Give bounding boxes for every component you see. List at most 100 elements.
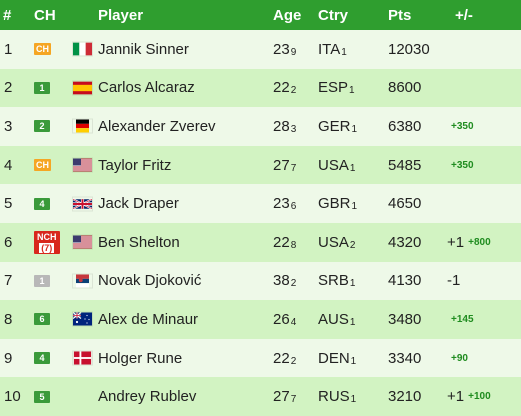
rank: 8 [4, 310, 13, 328]
points: 3480 [388, 310, 422, 328]
header-ctry[interactable]: Ctry [318, 6, 349, 24]
ch-cell: 5 [34, 377, 50, 416]
italy-flag-icon [73, 43, 92, 56]
country: ITA 1 [318, 30, 347, 69]
age: 26 4 [273, 300, 296, 339]
table-row[interactable]: 9 4 Holger Rune 22 2 DEN 1 3340 +90 [0, 338, 521, 378]
points: 6380 [388, 117, 422, 135]
country: USA 1 [318, 146, 355, 185]
rank: 9 [4, 349, 13, 367]
ch-badge-number: (7) [39, 242, 55, 253]
points-delta: +100 [468, 391, 491, 403]
table-body: 1 CH Jannik Sinner 23 9 ITA 1 12030 2 1 Ca… [0, 30, 521, 416]
spain-flag-icon [73, 81, 92, 94]
country: AUS 1 [318, 300, 355, 339]
player-name[interactable]: Andrey Rublev [98, 388, 197, 406]
country: ESP 1 [318, 69, 355, 108]
table-row[interactable]: 2 1 Carlos Alcaraz 22 2 ESP 1 8600 [0, 68, 521, 108]
ch-cell: 4 [34, 184, 50, 223]
serbia-flag-icon [73, 274, 92, 287]
country-rank: 1 [349, 278, 356, 290]
table-row[interactable]: 8 6 Alex de Minaur 26 4 AUS 1 3480 +145 [0, 300, 521, 339]
table-row[interactable]: 7 1 Novak Djoković 38 2 SRB 1 4130 -1 [0, 261, 521, 301]
player-name[interactable]: Novak Djoković [98, 272, 202, 290]
rank-move: -1 [447, 272, 461, 290]
rank: 2 [4, 79, 13, 97]
plus-minus: +350 [447, 146, 474, 185]
age-main: 38 [273, 272, 290, 290]
table-row[interactable]: 1 CH Jannik Sinner 23 9 ITA 1 12030 [0, 30, 521, 69]
player-name[interactable]: Alex de Minaur [98, 310, 199, 328]
plus-minus: +350 [447, 107, 474, 146]
table-row[interactable]: 5 4 Jack Draper 23 6 GBR 1 4650 [0, 184, 521, 223]
age-decimal: 9 [290, 46, 297, 58]
header-plus-minus[interactable]: +/- [455, 6, 473, 24]
age-decimal: 2 [290, 85, 297, 97]
age-decimal: 4 [290, 316, 297, 328]
table-row[interactable]: 10 5 Andrey Rublev 27 7 RUS 1 3210 +1 +100 [0, 377, 521, 416]
player-name[interactable]: Holger Rune [98, 349, 183, 367]
country-rank: 1 [349, 316, 356, 328]
points: 3340 [388, 349, 422, 367]
points: 5485 [388, 156, 422, 174]
rank: 6 [4, 233, 13, 251]
country: USA 2 [318, 223, 355, 262]
ch-badge: 6 [34, 313, 50, 326]
age: 27 7 [273, 146, 296, 185]
rank: 4 [4, 156, 13, 174]
player-name[interactable]: Alexander Zverev [98, 117, 216, 135]
player-name[interactable]: Jack Draper [98, 195, 179, 213]
player-name[interactable]: Jannik Sinner [98, 40, 189, 58]
country-code: USA [318, 233, 349, 251]
rank-move: +1 [447, 233, 465, 251]
uk-flag-icon [73, 197, 92, 210]
rank: 5 [4, 195, 13, 213]
header-age[interactable]: Age [273, 6, 302, 24]
points: 4320 [388, 233, 422, 251]
age-main: 22 [273, 233, 290, 251]
age: 23 9 [273, 30, 296, 69]
points-delta: +350 [451, 120, 474, 132]
rank-move: +1 [447, 388, 465, 406]
points: 4650 [388, 195, 422, 213]
plus-minus: -1 [447, 262, 464, 301]
age-main: 22 [273, 79, 290, 97]
age: 23 6 [273, 184, 296, 223]
country-code: RUS [318, 388, 350, 406]
ch-cell: 1 [34, 69, 50, 108]
header-pts[interactable]: Pts [388, 6, 412, 24]
header-player[interactable]: Player [98, 6, 144, 24]
age-decimal: 6 [290, 201, 297, 213]
header-ch[interactable]: CH [34, 6, 56, 24]
country: GBR 1 [318, 184, 357, 223]
player-name[interactable]: Carlos Alcaraz [98, 79, 195, 97]
ch-badge: 1 [34, 81, 50, 94]
plus-minus: +1 +800 [447, 223, 491, 262]
country-rank: 2 [349, 239, 356, 251]
header-rank[interactable]: # [3, 6, 12, 24]
rank: 3 [4, 117, 13, 135]
points-delta: +800 [468, 236, 491, 248]
age-decimal: 2 [290, 355, 297, 367]
plus-minus [447, 30, 451, 69]
ch-badge: CH [34, 43, 51, 56]
ch-cell: 1 [34, 262, 50, 301]
ch-cell: CH [34, 30, 51, 69]
player-name[interactable]: Taylor Fritz [98, 156, 172, 174]
table-row[interactable]: 4 CH Taylor Fritz 27 7 USA 1 5485 +350 [0, 145, 521, 185]
country-rank: 1 [351, 201, 358, 213]
plus-minus [447, 184, 451, 223]
player-name[interactable]: Ben Shelton [98, 233, 180, 251]
ch-cell: 2 [34, 107, 50, 146]
points-delta: +145 [451, 313, 474, 325]
points-delta: +90 [451, 352, 468, 364]
country-code: ESP [318, 79, 349, 97]
age: 22 2 [273, 339, 296, 378]
age-main: 23 [273, 195, 290, 213]
ch-badge: 4 [34, 197, 50, 210]
table-row[interactable]: 3 2 Alexander Zverev 28 3 GER 1 6380 +350 [0, 107, 521, 146]
country: GER 1 [318, 107, 357, 146]
table-row[interactable]: 6 NCH (7) Ben Shelton 22 8 USA 2 4320 +1 +80… [0, 222, 521, 262]
age: 38 2 [273, 262, 296, 301]
